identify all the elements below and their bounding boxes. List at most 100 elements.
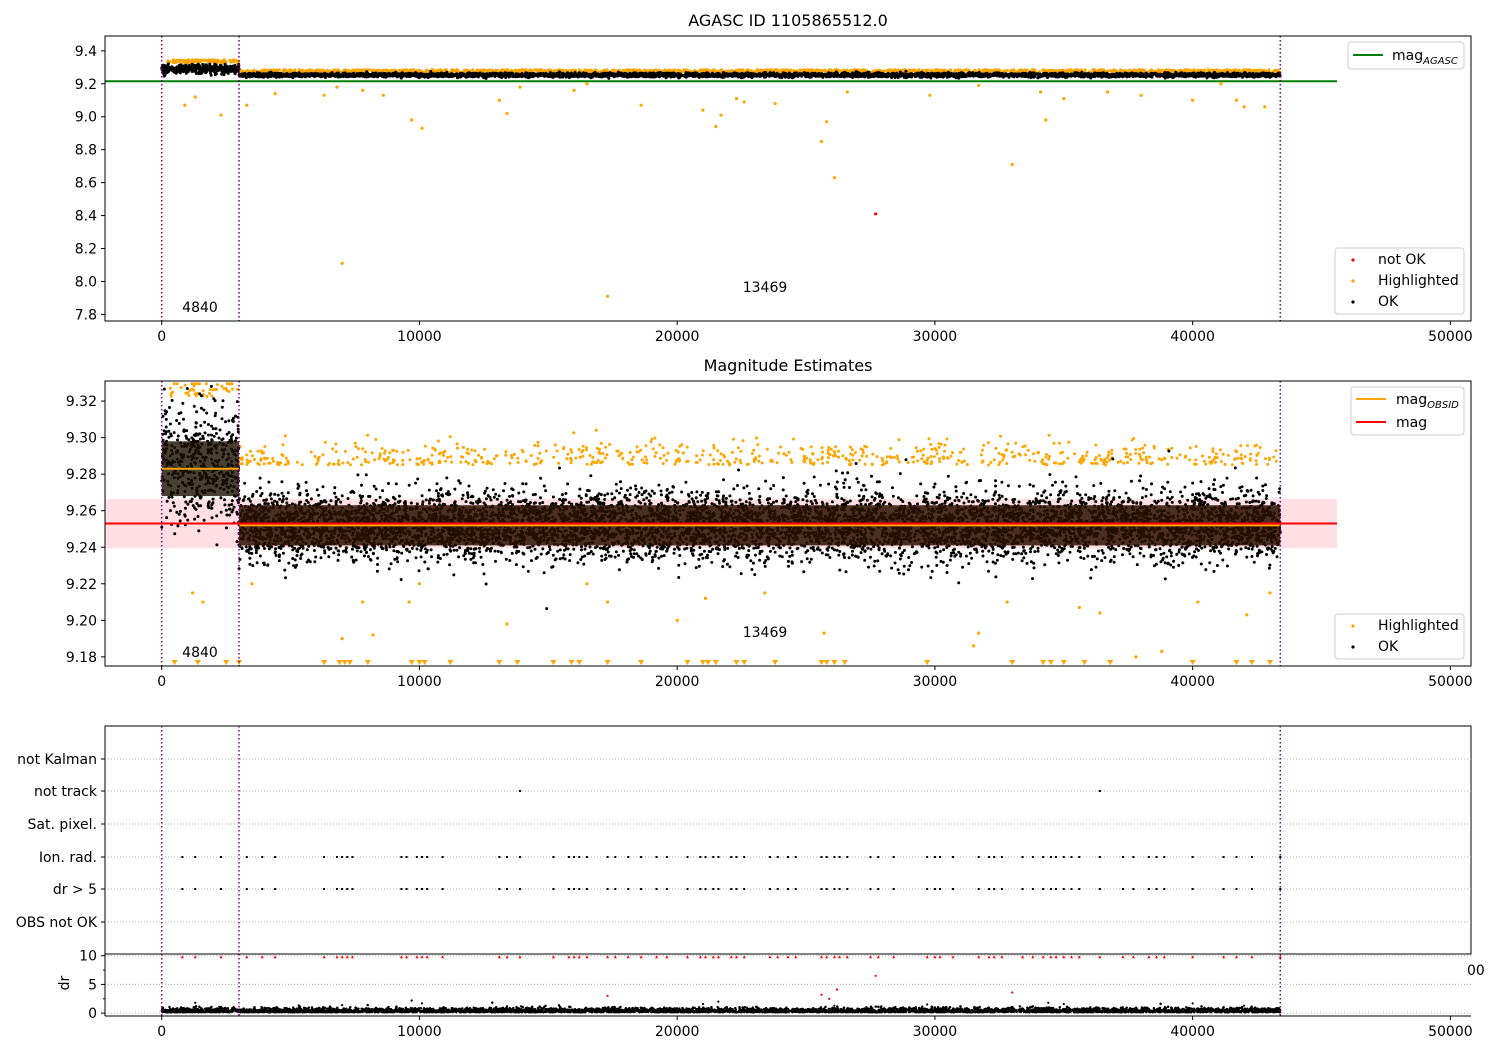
highlighted-point xyxy=(742,100,746,104)
flag-point xyxy=(743,856,746,858)
flag-point xyxy=(699,856,702,858)
flag-point xyxy=(1191,888,1194,890)
flag-point xyxy=(1098,856,1101,858)
highlighted-point xyxy=(1098,611,1102,615)
dr-clipped-marker xyxy=(1234,955,1238,959)
y-tick-label: 9.2 xyxy=(75,77,97,93)
flag-point xyxy=(1132,856,1135,858)
flag-point xyxy=(686,888,689,890)
dr-clipped-marker xyxy=(892,955,896,959)
y-tick-label: 5 xyxy=(88,977,97,993)
y-tick-label: 9.32 xyxy=(66,394,97,410)
dr-clipped-marker xyxy=(716,955,720,959)
dr-ok-outlier xyxy=(1243,1004,1246,1007)
x-tick-label: 10000 xyxy=(397,329,442,345)
clipped-marker xyxy=(336,660,343,665)
flag-point xyxy=(245,856,248,858)
flag-point xyxy=(1000,856,1003,858)
clipped-marker xyxy=(194,660,201,665)
flag-point xyxy=(1042,888,1045,890)
flag-point xyxy=(869,856,872,858)
clipped-marker xyxy=(1233,660,1240,665)
flag-point xyxy=(614,888,617,890)
clipped-marker xyxy=(1060,660,1067,665)
y-tick-label: 8.2 xyxy=(75,242,97,258)
flag-point xyxy=(825,856,828,858)
dr-clipped-marker xyxy=(987,955,991,959)
clipped-marker xyxy=(1107,660,1114,665)
clipped-marker xyxy=(1009,660,1016,665)
clipped-marker xyxy=(576,660,583,665)
clipped-marker xyxy=(496,660,503,665)
dr-clipped-marker xyxy=(273,955,277,959)
flag-point xyxy=(405,856,408,858)
highlighted-point xyxy=(340,261,344,265)
flag-point xyxy=(219,888,222,890)
highlighted-fringe-points xyxy=(168,382,1278,467)
flag-point xyxy=(686,856,689,858)
highlighted-point xyxy=(819,139,824,144)
clipped-marker xyxy=(321,660,328,665)
highlighted-point xyxy=(1263,105,1267,109)
flag-point xyxy=(1235,888,1238,890)
flag-point xyxy=(735,888,738,890)
flag-label: OBS not OK xyxy=(16,915,98,931)
legend-not-ok: not OK xyxy=(1378,252,1426,268)
dr-clipped-marker xyxy=(933,955,937,959)
highlighted-point xyxy=(245,103,249,107)
flag-point xyxy=(194,888,197,890)
flag-point xyxy=(578,856,581,858)
flag-point xyxy=(1250,856,1253,858)
flag-point xyxy=(351,888,354,890)
flag-point xyxy=(606,888,609,890)
flag-point xyxy=(578,888,581,890)
highlighted-point xyxy=(183,103,187,107)
dr-ok-outlier xyxy=(410,999,413,1002)
dr-ok-outlier xyxy=(1047,1001,1050,1004)
flag-point xyxy=(993,856,996,858)
flag-point xyxy=(926,888,929,890)
flag-point xyxy=(787,888,789,890)
clipped-marker xyxy=(1081,660,1088,665)
dr-subpanel-x-ticks: 0 10000 20000 30000 40000 50000 xyxy=(157,1016,1473,1040)
clipped-marker xyxy=(1047,660,1054,665)
clipped-marker xyxy=(568,660,575,665)
highlighted-point xyxy=(1105,90,1110,94)
dr-clipped-marker xyxy=(1077,955,1081,959)
highlighted-point xyxy=(410,118,414,122)
flags-panel-labels: not Kalman not track Sat. pixel. Ion. rad. d… xyxy=(16,752,105,931)
flag-point xyxy=(261,856,264,858)
flag-point xyxy=(498,856,501,858)
flag-point xyxy=(1021,856,1024,858)
dr-clipped-marker xyxy=(1155,955,1159,959)
flag-point xyxy=(1055,856,1058,858)
highlighted-point xyxy=(1062,97,1066,101)
legend-mag: mag xyxy=(1396,415,1427,431)
clipped-marker xyxy=(1248,660,1255,665)
dr-clipped-marker xyxy=(577,955,581,959)
highlighted-point xyxy=(361,600,365,604)
flags-and-dr-panel: not Kalman not track Sat. pixel. Ion. rad. d… xyxy=(16,725,1485,1040)
estimates-obs-label-2: 13469 xyxy=(743,625,788,641)
dr-clipped-marker xyxy=(977,955,981,959)
highlighted-point xyxy=(250,582,254,586)
dr-clipped-marker xyxy=(415,955,419,959)
dr-clipped-marker xyxy=(685,955,689,959)
flag-point xyxy=(743,888,746,890)
flag-point xyxy=(1163,888,1166,890)
highlighted-point xyxy=(1242,105,1246,109)
dr-clipped-marker xyxy=(245,955,249,959)
flag-point xyxy=(787,856,789,858)
flag-point xyxy=(627,856,630,858)
agasc-panel-plot xyxy=(105,36,1337,321)
dr-clipped-marker xyxy=(551,955,555,959)
dr-clipped-marker xyxy=(876,955,880,959)
highlighted-point xyxy=(505,111,509,116)
flag-point xyxy=(735,856,738,858)
clipped-marker xyxy=(831,660,838,665)
flag-point xyxy=(415,888,418,890)
flag-point xyxy=(820,856,823,858)
highlighted-point xyxy=(977,83,981,88)
dr-ok-outlier xyxy=(701,1002,705,1006)
agasc-obs-label-2: 13469 xyxy=(743,280,788,296)
